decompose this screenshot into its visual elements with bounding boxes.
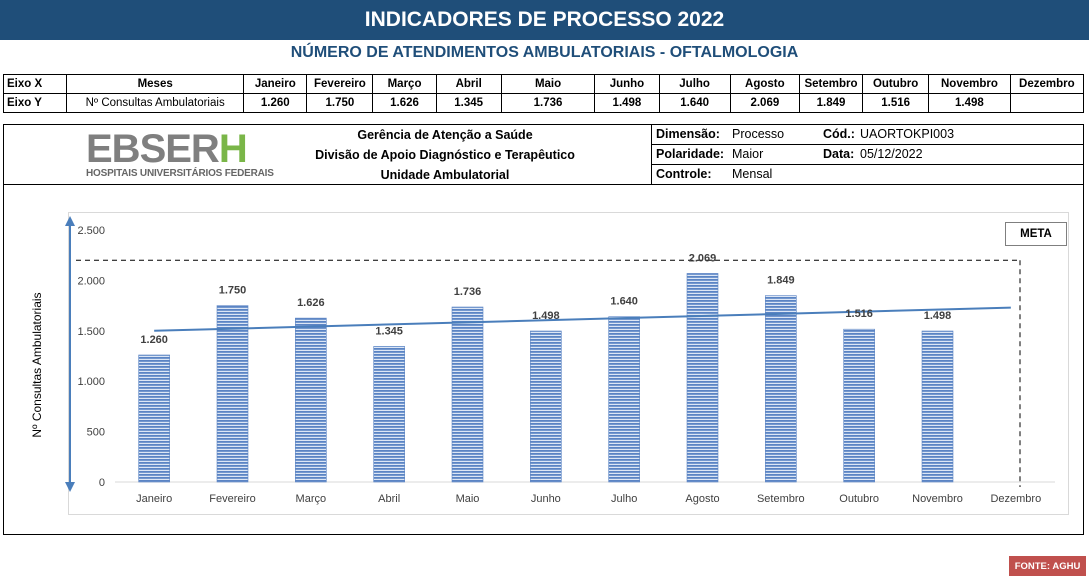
logo-wordmark-gray: EBSER	[86, 127, 220, 171]
table-row-y: Eixo Y Nº Consultas Ambulatoriais 1.260 …	[2, 93, 1085, 113]
dimensao-label: Dimensão:	[656, 127, 720, 141]
data-value: 05/12/2022	[860, 147, 923, 161]
x-tick-label: Agosto	[685, 493, 719, 505]
y-axis-title: Nº Consultas Ambulatoriais	[30, 292, 44, 437]
polaridade-value: Maior	[732, 147, 764, 161]
table-cell: Maio	[500, 74, 596, 94]
meta-legend: META	[1005, 222, 1067, 246]
divider	[651, 164, 1084, 165]
table-cell: 1.498	[594, 93, 660, 113]
bar	[921, 330, 954, 483]
x-tick-label: Novembro	[912, 493, 963, 505]
table-cell: 1.849	[798, 93, 864, 113]
org-line-3: Unidade Ambulatorial	[380, 168, 510, 182]
bar	[608, 316, 640, 483]
row-y-series-label: Nº Consultas Ambulatoriais	[66, 93, 245, 113]
x-tick-label: Outubro	[839, 493, 879, 505]
bar	[451, 306, 484, 483]
source-badge: FONTE: AGHU	[1009, 556, 1086, 576]
bar	[295, 317, 327, 483]
x-tick-label: Maio	[456, 493, 480, 505]
logo-wordmark-green: H	[218, 127, 248, 171]
row-x-label: Eixo X	[2, 74, 68, 94]
table-cell	[1009, 93, 1085, 113]
x-tick-label: Setembro	[757, 493, 805, 505]
table-cell: 1.640	[658, 93, 731, 113]
page-subtitle: NÚMERO DE ATENDIMENTOS AMBULATORIAIS - O…	[290, 44, 799, 61]
data-label: 1.345	[375, 325, 403, 337]
table-cell: 1.626	[372, 93, 437, 113]
data-table: Eixo X Meses Janeiro Fevereiro Março Abr…	[2, 74, 1085, 113]
y-axis-arrow-bottom	[65, 482, 75, 492]
table-cell: Junho	[594, 74, 660, 94]
data-label: 1.626	[297, 297, 325, 309]
page-title: INDICADORES DE PROCESSO 2022	[0, 0, 1089, 40]
table-row-x: Eixo X Meses Janeiro Fevereiro Março Abr…	[2, 74, 1085, 94]
bar	[765, 295, 797, 483]
controle-label: Controle:	[656, 167, 712, 181]
trend-line	[154, 306, 1011, 332]
x-tick-label: Julho	[611, 493, 637, 505]
data-label: 1.498	[924, 310, 952, 322]
table-cell: 1.345	[435, 93, 502, 113]
x-tick-label: Abril	[378, 493, 400, 505]
controle-value: Mensal	[732, 167, 773, 181]
data-label: 1.750	[219, 285, 247, 297]
table-cell: Dezembro	[1009, 74, 1085, 94]
table-cell: 1.260	[243, 93, 308, 113]
bar	[138, 354, 170, 483]
data-label: 1.640	[610, 296, 638, 308]
data-label: 1.498	[532, 310, 560, 322]
y-tick-label: 1.500	[77, 326, 105, 338]
logo-wordmark: EBSERH	[86, 127, 274, 171]
bar	[373, 346, 405, 483]
data-label: 1.260	[140, 334, 168, 346]
indicator-panel	[3, 124, 1084, 535]
x-tick-label: Março	[296, 493, 327, 505]
divider	[3, 184, 1084, 185]
polaridade-label: Polaridade:	[656, 147, 725, 161]
divider	[651, 144, 1084, 145]
y-tick-label: 2.000	[77, 275, 105, 287]
data-label: 1.736	[454, 286, 482, 298]
table-cell: 1.498	[928, 93, 1011, 113]
data-label: 1.516	[845, 308, 873, 320]
chart-area	[68, 212, 1069, 515]
x-tick-label: Fevereiro	[209, 493, 255, 505]
bar	[216, 305, 249, 483]
bar	[530, 330, 562, 483]
y-tick-label: 500	[87, 427, 105, 439]
y-tick-label: 2.500	[77, 225, 105, 237]
x-tick-label: Janeiro	[136, 493, 172, 505]
divider	[651, 124, 652, 185]
cod-value: UAORTOKPI003	[860, 127, 955, 141]
data-label: 2.069	[689, 252, 717, 264]
ebserh-logo: EBSERH HOSPITAIS UNIVERSITÁRIOS FEDERAIS	[86, 127, 274, 179]
table-cell: Março	[372, 74, 437, 94]
cod-label: Cód.:	[823, 127, 855, 141]
y-axis-arrow-top	[65, 216, 75, 226]
x-tick-label: Junho	[531, 493, 561, 505]
bar	[843, 328, 875, 483]
row-y-label: Eixo Y	[2, 93, 68, 113]
org-line-2: Divisão de Apoio Diagnóstico e Terapêuti…	[315, 148, 575, 162]
logo-tagline: HOSPITAIS UNIVERSITÁRIOS FEDERAIS	[86, 168, 274, 179]
table-cell: 1.736	[500, 93, 596, 113]
org-line-1: Gerência de Atenção a Saúde	[357, 128, 533, 142]
bar	[686, 273, 719, 483]
table-cell: 2.069	[729, 93, 800, 113]
table-cell: 1.750	[306, 93, 374, 113]
dimensao-value: Processo	[732, 127, 785, 141]
y-tick-label: 1.000	[77, 376, 105, 388]
x-tick-label: Dezembro	[990, 493, 1041, 505]
data-label: Data:	[823, 147, 855, 161]
y-tick-label: 0	[99, 477, 105, 489]
data-label: 1.849	[767, 275, 795, 287]
